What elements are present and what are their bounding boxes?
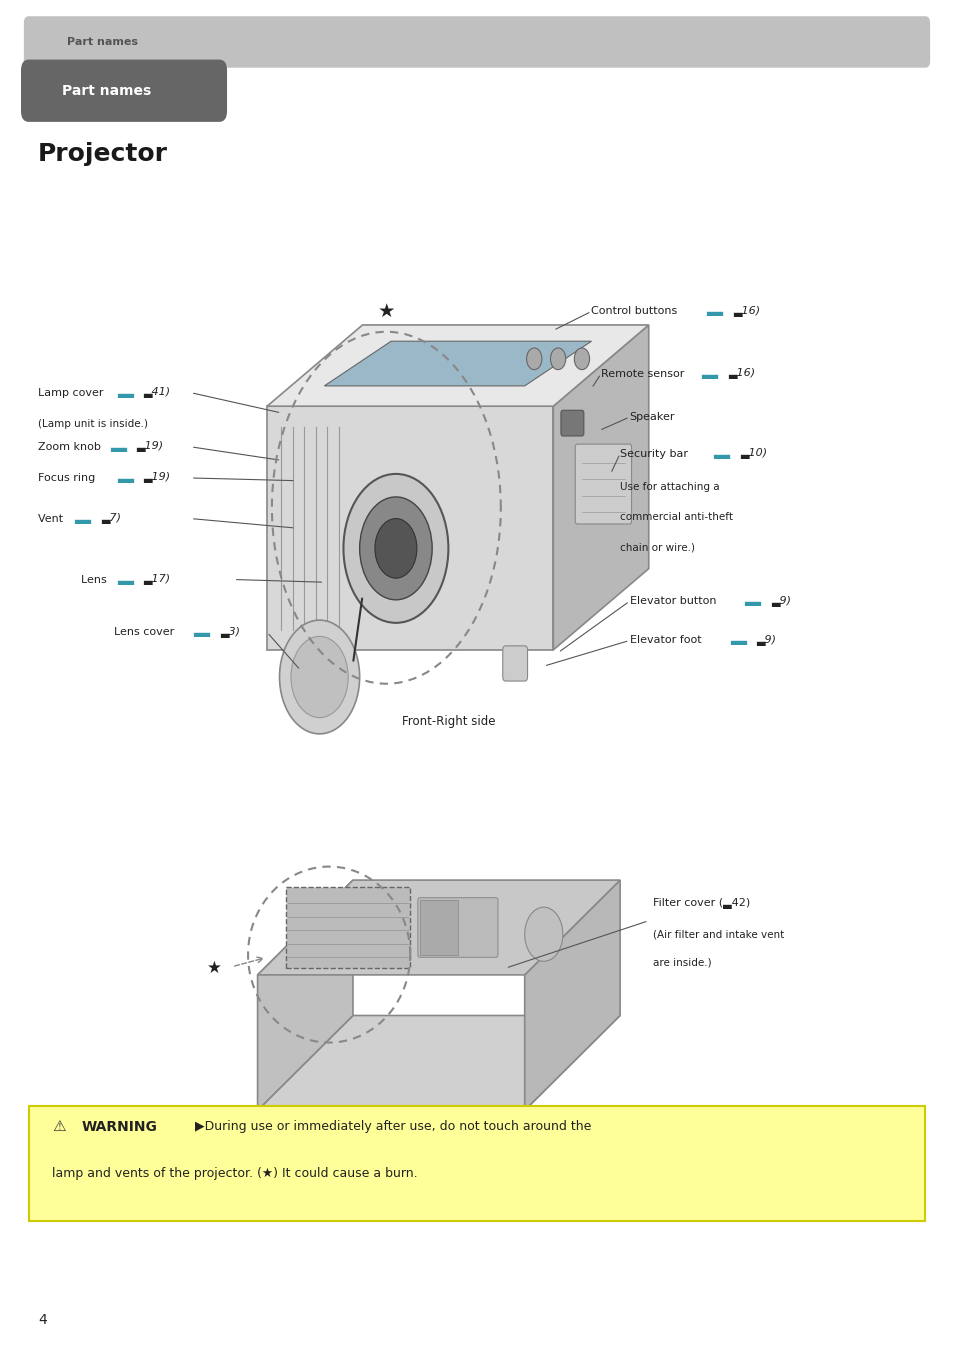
FancyBboxPatch shape bbox=[417, 898, 497, 957]
Text: ▃▃: ▃▃ bbox=[116, 473, 133, 483]
Text: Lens cover: Lens cover bbox=[114, 627, 178, 638]
Polygon shape bbox=[553, 325, 648, 650]
Text: ▃▃: ▃▃ bbox=[193, 627, 210, 638]
Text: ▃▃: ▃▃ bbox=[700, 368, 718, 379]
Text: Vent: Vent bbox=[38, 513, 67, 524]
Text: ▃▃: ▃▃ bbox=[74, 513, 91, 524]
Polygon shape bbox=[257, 1016, 619, 1110]
Text: commercial anti-theft: commercial anti-theft bbox=[619, 512, 732, 523]
Text: lamp and vents of the projector. (★) It could cause a burn.: lamp and vents of the projector. (★) It … bbox=[52, 1167, 417, 1181]
Text: Lens: Lens bbox=[81, 574, 111, 585]
Text: (Lamp unit is inside.): (Lamp unit is inside.) bbox=[38, 418, 148, 429]
Text: ▃▃: ▃▃ bbox=[116, 387, 133, 398]
Text: ★: ★ bbox=[377, 302, 395, 321]
Text: Part names: Part names bbox=[62, 84, 152, 97]
Text: Projector: Projector bbox=[38, 142, 168, 167]
Text: Security bar: Security bar bbox=[619, 448, 691, 459]
Text: ▃▃: ▃▃ bbox=[110, 441, 127, 452]
Polygon shape bbox=[286, 887, 410, 968]
Text: Filter cover (▃42): Filter cover (▃42) bbox=[653, 898, 750, 909]
Circle shape bbox=[550, 348, 565, 370]
Text: ▃▃: ▃▃ bbox=[116, 574, 133, 585]
Text: ⚠: ⚠ bbox=[52, 1118, 66, 1135]
Text: ▃17): ▃17) bbox=[143, 574, 171, 585]
Text: (Air filter and intake vent: (Air filter and intake vent bbox=[653, 929, 784, 940]
Polygon shape bbox=[267, 325, 648, 406]
Text: ▃9): ▃9) bbox=[770, 596, 790, 607]
Text: ▃19): ▃19) bbox=[136, 441, 163, 452]
Polygon shape bbox=[324, 341, 591, 386]
Text: ★: ★ bbox=[207, 959, 222, 978]
Text: ▃7): ▃7) bbox=[101, 513, 120, 524]
Text: Lamp cover: Lamp cover bbox=[38, 387, 107, 398]
FancyBboxPatch shape bbox=[502, 646, 527, 681]
Text: Remote sensor: Remote sensor bbox=[600, 368, 687, 379]
Circle shape bbox=[574, 348, 589, 370]
Text: ▃▃: ▃▃ bbox=[705, 306, 722, 317]
Circle shape bbox=[526, 348, 541, 370]
FancyBboxPatch shape bbox=[29, 1106, 924, 1221]
Text: ▃▃: ▃▃ bbox=[729, 635, 746, 646]
Text: chain or wire.): chain or wire.) bbox=[619, 542, 695, 552]
FancyBboxPatch shape bbox=[575, 444, 631, 524]
FancyBboxPatch shape bbox=[419, 900, 457, 955]
Text: Zoom knob: Zoom knob bbox=[38, 441, 105, 452]
Circle shape bbox=[375, 519, 416, 578]
Text: Speaker: Speaker bbox=[629, 412, 675, 422]
Text: WARNING: WARNING bbox=[81, 1120, 157, 1133]
Circle shape bbox=[291, 636, 348, 718]
Text: ▃16): ▃16) bbox=[732, 306, 759, 317]
Text: Control buttons: Control buttons bbox=[591, 306, 680, 317]
Text: Front-Right side: Front-Right side bbox=[401, 715, 495, 728]
Text: Part names: Part names bbox=[67, 37, 137, 47]
Text: ▃19): ▃19) bbox=[143, 473, 171, 483]
Polygon shape bbox=[257, 880, 353, 1110]
FancyBboxPatch shape bbox=[560, 410, 583, 436]
Text: ▃10): ▃10) bbox=[740, 448, 766, 459]
Text: 4: 4 bbox=[38, 1313, 47, 1327]
Text: Use for attaching a: Use for attaching a bbox=[619, 482, 719, 493]
Text: ▶During use or immediately after use, do not touch around the: ▶During use or immediately after use, do… bbox=[191, 1120, 591, 1133]
Polygon shape bbox=[524, 880, 619, 1110]
Text: ▃41): ▃41) bbox=[143, 387, 171, 398]
Text: Bottom side: Bottom side bbox=[365, 1133, 436, 1147]
Circle shape bbox=[524, 907, 562, 961]
FancyBboxPatch shape bbox=[24, 16, 929, 68]
Text: Elevator button: Elevator button bbox=[629, 596, 719, 607]
Text: are inside.): are inside.) bbox=[653, 957, 711, 968]
Text: ▃▃: ▃▃ bbox=[713, 448, 729, 459]
Text: ▃9): ▃9) bbox=[756, 635, 776, 646]
Polygon shape bbox=[267, 406, 553, 650]
Text: ▃16): ▃16) bbox=[727, 368, 754, 379]
FancyBboxPatch shape bbox=[21, 60, 227, 122]
Text: ▃3): ▃3) bbox=[219, 627, 239, 638]
Text: Elevator foot: Elevator foot bbox=[629, 635, 704, 646]
Circle shape bbox=[343, 474, 448, 623]
Text: ▃▃: ▃▃ bbox=[743, 596, 760, 607]
Text: Focus ring: Focus ring bbox=[38, 473, 99, 483]
Polygon shape bbox=[257, 880, 619, 975]
Circle shape bbox=[359, 497, 432, 600]
Circle shape bbox=[279, 620, 359, 734]
